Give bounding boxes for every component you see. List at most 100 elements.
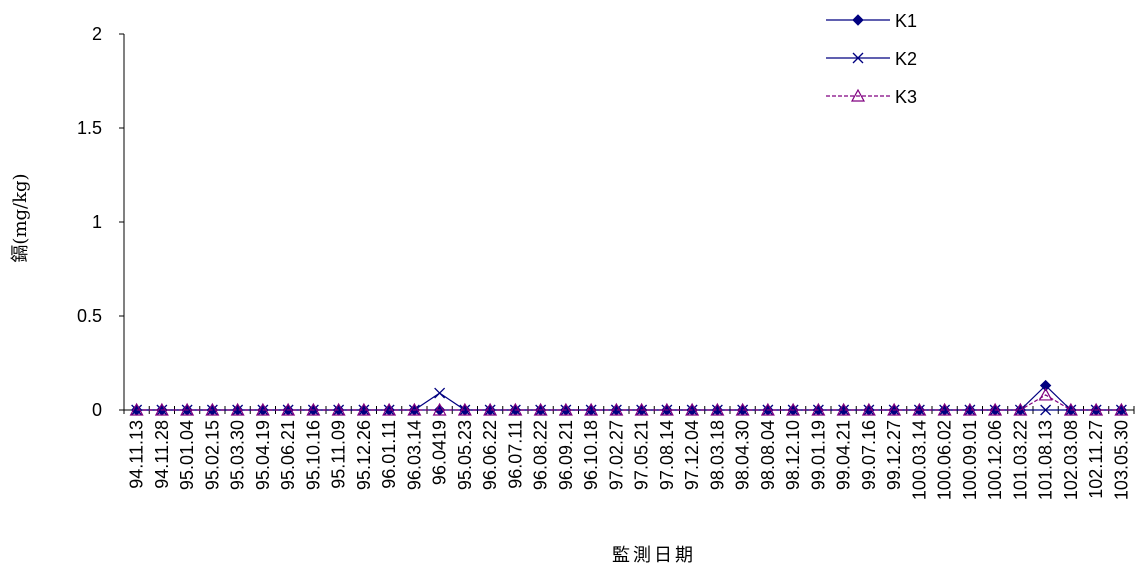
legend-label: K2 xyxy=(895,49,917,69)
x-tick-label: 95.02.15 xyxy=(202,420,222,490)
y-tick-label: 1.5 xyxy=(77,118,102,138)
x-tick-label: 95.05.23 xyxy=(455,420,475,490)
x-tick-label: 96.0419 xyxy=(430,420,450,485)
data-point xyxy=(659,402,674,416)
x-tick-label: 96.08.22 xyxy=(531,420,551,490)
data-point xyxy=(230,402,245,416)
x-tick-label: 98.03.18 xyxy=(707,420,727,490)
data-point xyxy=(962,402,977,416)
x-tick-label: 96.09.21 xyxy=(556,420,576,490)
data-point xyxy=(331,402,346,416)
series-line-K3 xyxy=(136,394,1122,411)
x-tick-label: 95.12.26 xyxy=(354,420,374,490)
data-point xyxy=(988,402,1003,416)
legend-marker xyxy=(852,14,864,26)
x-tick-label: 95.04.19 xyxy=(253,420,273,490)
y-tick-labels: 0 0.5 1 1.5 2 xyxy=(77,24,102,420)
data-point xyxy=(584,402,599,416)
legend-label: K3 xyxy=(895,87,917,107)
data-point xyxy=(964,404,976,416)
x-tick-label: 100.09.01 xyxy=(960,420,980,500)
x-tick-labels: 94.11.13 94.11.28 95.01.04 95.02.15 95.03.30… xyxy=(127,420,1132,500)
x-tick-label: 96.01.11 xyxy=(379,420,399,489)
data-point xyxy=(937,402,952,416)
x-tick-label: 101.03.22 xyxy=(1010,420,1030,500)
y-tick-label: 2 xyxy=(92,24,102,44)
data-point xyxy=(129,402,144,416)
data-point xyxy=(558,402,573,416)
data-point xyxy=(1114,402,1129,416)
x-tick-label: 100.03.14 xyxy=(909,420,929,500)
x-tick-label: 95.03.30 xyxy=(228,420,248,490)
data-point xyxy=(634,402,649,416)
data-point xyxy=(281,402,296,416)
x-tick-label: 95.06.21 xyxy=(278,420,298,490)
data-point xyxy=(1038,387,1053,401)
x-tick-label: 94.11.13 xyxy=(127,420,147,489)
data-point xyxy=(407,402,422,416)
x-tick-label: 94.11.28 xyxy=(152,420,172,489)
data-point xyxy=(434,387,446,399)
data-point xyxy=(533,402,548,416)
data-point xyxy=(255,402,270,416)
x-tick-label: 97.12.04 xyxy=(682,420,702,490)
data-point xyxy=(382,402,397,416)
legend-label: K1 xyxy=(895,11,917,31)
data-point xyxy=(710,402,725,416)
x-tick-label: 102.11.27 xyxy=(1086,420,1106,499)
x-tick-label: 101.08.13 xyxy=(1036,420,1056,500)
data-point xyxy=(585,404,597,416)
data-point xyxy=(1039,379,1052,392)
data-point xyxy=(1063,402,1078,416)
x-tick-label: 96.06.22 xyxy=(480,420,500,490)
data-point xyxy=(232,404,244,416)
data-point xyxy=(811,402,826,416)
x-tick-label: 100.12.06 xyxy=(985,420,1005,500)
x-tick-label: 99.07.16 xyxy=(859,420,879,490)
x-tick-label: 95.11.09 xyxy=(329,420,349,489)
data-point xyxy=(609,402,624,416)
data-point xyxy=(610,404,622,416)
legend-item-K3: K3 xyxy=(826,87,917,107)
data-point xyxy=(836,402,851,416)
x-tick-label: 96.03.14 xyxy=(404,420,424,490)
data-point xyxy=(483,402,498,416)
data-point xyxy=(887,402,902,416)
x-tick-label: 98.04.30 xyxy=(733,420,753,490)
legend: K1 K2 K3 xyxy=(826,11,917,107)
data-point xyxy=(912,402,927,416)
data-point xyxy=(1089,402,1104,416)
legend-item-K2: K2 xyxy=(826,49,917,69)
x-tick-label: 98.12.10 xyxy=(783,420,803,490)
data-point xyxy=(484,404,496,416)
y-tick-label: 1 xyxy=(92,212,102,232)
series-K3 xyxy=(129,387,1129,416)
x-tick-label: 97.02.27 xyxy=(606,420,626,490)
x-tick-label: 103.05.30 xyxy=(1111,420,1131,500)
x-axis-title: 監測日期 xyxy=(612,545,696,566)
x-tick-label: 96.10.18 xyxy=(581,420,601,490)
data-point xyxy=(306,402,321,416)
data-point xyxy=(685,402,700,416)
x-tick-label: 98.08.04 xyxy=(758,420,778,490)
series-group xyxy=(129,379,1129,416)
x-tick-label: 99.04.21 xyxy=(834,420,854,490)
data-point xyxy=(786,402,801,416)
data-point xyxy=(356,402,371,416)
data-point xyxy=(180,402,195,416)
x-tick-label: 95.10.16 xyxy=(303,420,323,490)
x-tick-label: 95.01.04 xyxy=(177,420,197,490)
y-tick-label: 0 xyxy=(92,400,102,420)
data-point xyxy=(1013,402,1028,416)
legend-marker xyxy=(852,52,864,64)
legend-item-K1: K1 xyxy=(826,11,917,31)
data-point xyxy=(735,402,750,416)
data-point xyxy=(508,402,523,416)
x-tick-label: 102.03.08 xyxy=(1061,420,1081,500)
data-point xyxy=(432,402,447,416)
data-point xyxy=(154,402,169,416)
data-point xyxy=(1040,404,1052,416)
x-tick-label: 99.12.27 xyxy=(884,420,904,490)
